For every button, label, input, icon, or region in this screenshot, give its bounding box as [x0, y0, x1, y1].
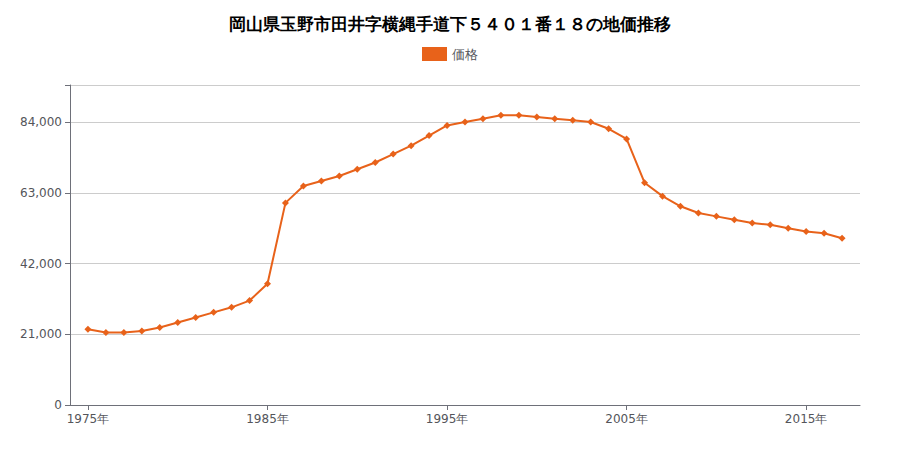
svg-text:2015年: 2015年: [785, 412, 828, 426]
svg-text:1985年: 1985年: [246, 412, 289, 426]
svg-text:42,000: 42,000: [20, 257, 62, 271]
svg-text:価格: 価格: [452, 47, 478, 62]
svg-text:0: 0: [54, 398, 62, 412]
svg-text:2005年: 2005年: [605, 412, 648, 426]
svg-text:岡山県玉野市田井字横縄手道下５４０１番１８の地価推移: 岡山県玉野市田井字横縄手道下５４０１番１８の地価推移: [229, 14, 671, 34]
svg-text:84,000: 84,000: [20, 115, 62, 129]
svg-text:1975年: 1975年: [67, 412, 110, 426]
svg-text:1995年: 1995年: [426, 412, 469, 426]
svg-text:63,000: 63,000: [20, 186, 62, 200]
svg-text:21,000: 21,000: [20, 327, 62, 341]
